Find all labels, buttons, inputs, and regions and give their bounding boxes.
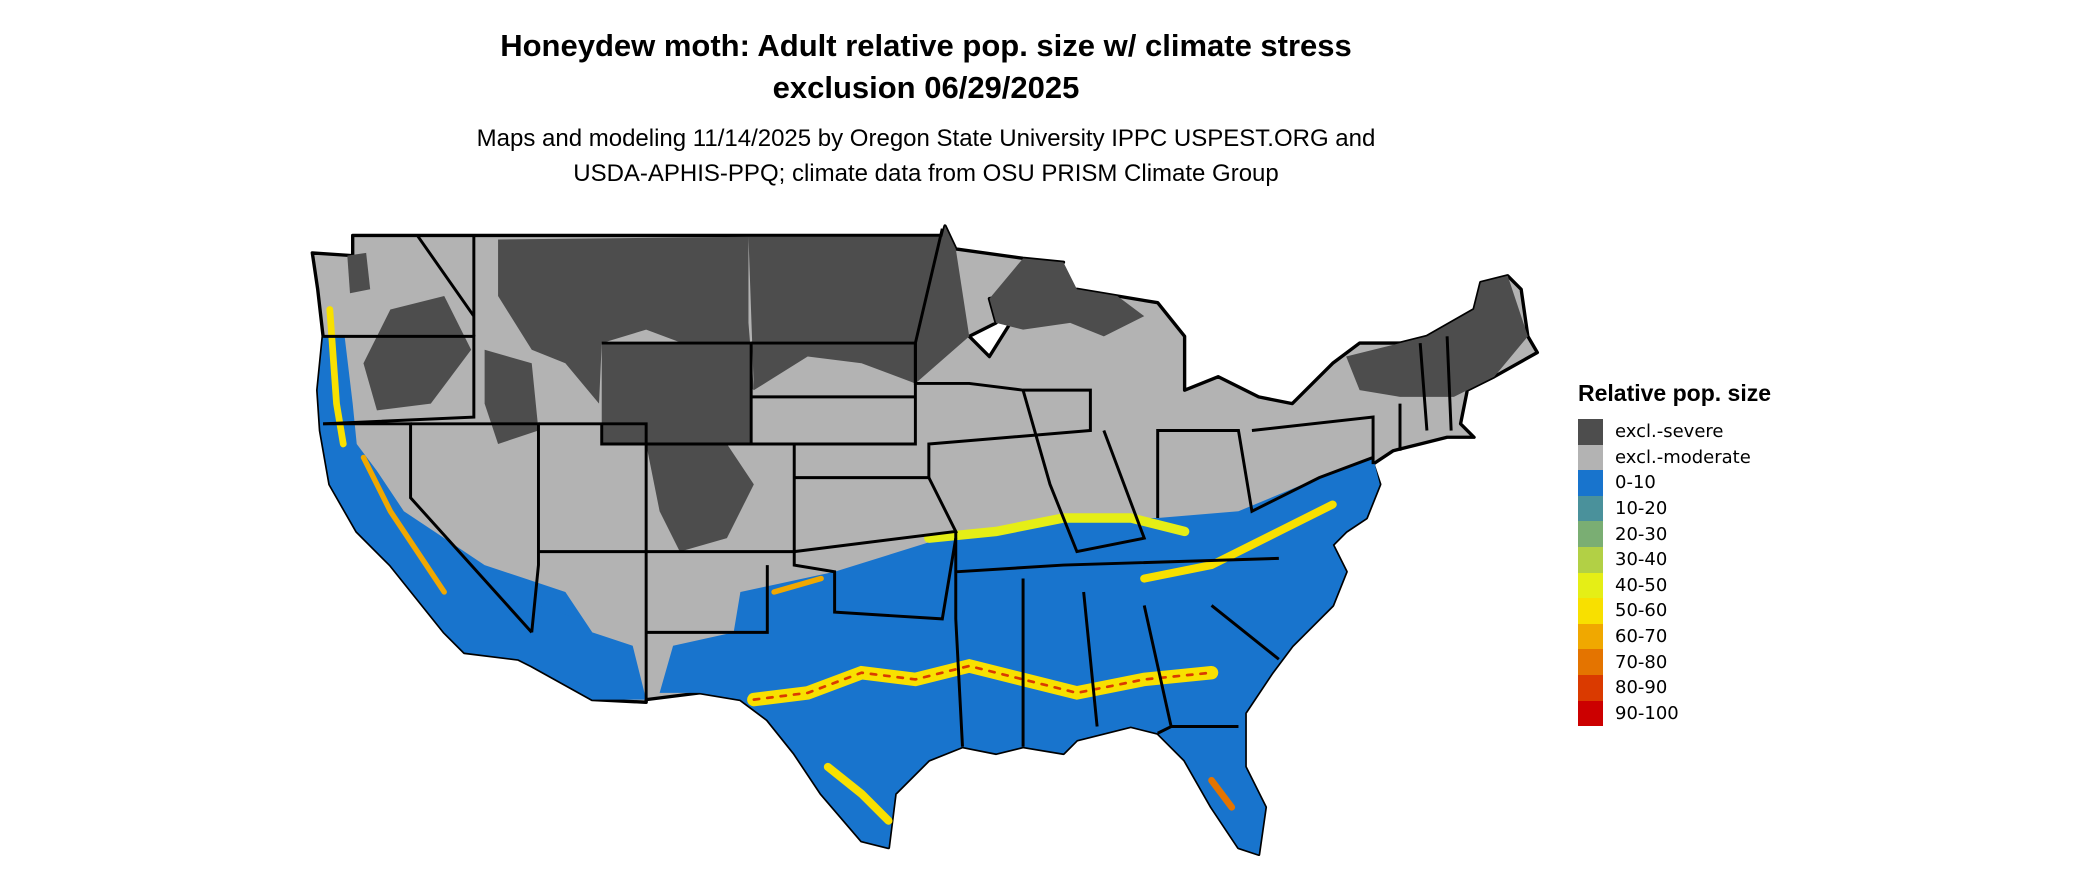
subtitle-line1: Maps and modeling 11/14/2025 by Oregon S… xyxy=(476,125,1376,152)
legend-item: excl.-moderate xyxy=(1578,444,1771,471)
legend-swatch xyxy=(1578,649,1603,675)
legend-item: 60-70 xyxy=(1578,623,1771,650)
map-title-line2: exclusion 06/29/2025 xyxy=(772,70,1080,105)
legend: Relative pop. size excl.-severe excl.-mod… xyxy=(1578,380,1772,727)
legend-swatch xyxy=(1578,546,1603,573)
legend-item: 20-30 xyxy=(1578,521,1771,547)
legend-swatch xyxy=(1578,419,1603,445)
legend-swatch xyxy=(1578,495,1603,522)
legend-item: 70-80 xyxy=(1578,649,1771,675)
high-population-streaks xyxy=(326,306,1337,825)
legend-label: 80-90 xyxy=(1615,677,1668,699)
legend-item: 10-20 xyxy=(1578,495,1771,522)
legend-swatch xyxy=(1578,700,1603,727)
legend-swatch xyxy=(1578,521,1603,547)
legend-label: 30-40 xyxy=(1615,549,1668,571)
legend-swatch xyxy=(1578,572,1603,599)
legend-item: 80-90 xyxy=(1578,674,1771,701)
legend-item: 0-10 xyxy=(1578,470,1771,496)
legend-label: 90-100 xyxy=(1615,702,1679,724)
legend-swatch xyxy=(1578,674,1603,701)
legend-swatch xyxy=(1578,623,1603,650)
suitable-regions-0-10 xyxy=(317,336,1380,855)
legend-swatch xyxy=(1578,444,1603,471)
legend-item: excl.-severe xyxy=(1578,419,1771,445)
map-title-line1: Honeydew moth: Adult relative pop. size … xyxy=(500,28,1352,63)
legend-label: excl.-moderate xyxy=(1615,446,1751,468)
legend-item: 50-60 xyxy=(1578,598,1771,624)
legend-item: 90-100 xyxy=(1578,700,1771,727)
legend-label: 0-10 xyxy=(1615,472,1656,494)
legend-label: excl.-severe xyxy=(1615,421,1724,443)
subtitle-line2: USDA-APHIS-PPQ; climate data from OSU PR… xyxy=(573,160,1279,187)
legend-label: 70-80 xyxy=(1615,651,1668,673)
legend-swatch xyxy=(1578,598,1603,624)
legend-label: 40-50 xyxy=(1615,574,1668,596)
legend-label: 50-60 xyxy=(1615,600,1668,622)
state-boundaries xyxy=(323,228,1453,747)
legend-label: 60-70 xyxy=(1615,626,1668,648)
legend-item: 30-40 xyxy=(1578,546,1771,573)
legend-label: 20-30 xyxy=(1615,523,1668,545)
legend-item: 40-50 xyxy=(1578,572,1771,599)
legend-label: 10-20 xyxy=(1615,498,1668,520)
legend-title: Relative pop. size xyxy=(1578,380,1772,406)
legend-swatch xyxy=(1578,470,1603,496)
